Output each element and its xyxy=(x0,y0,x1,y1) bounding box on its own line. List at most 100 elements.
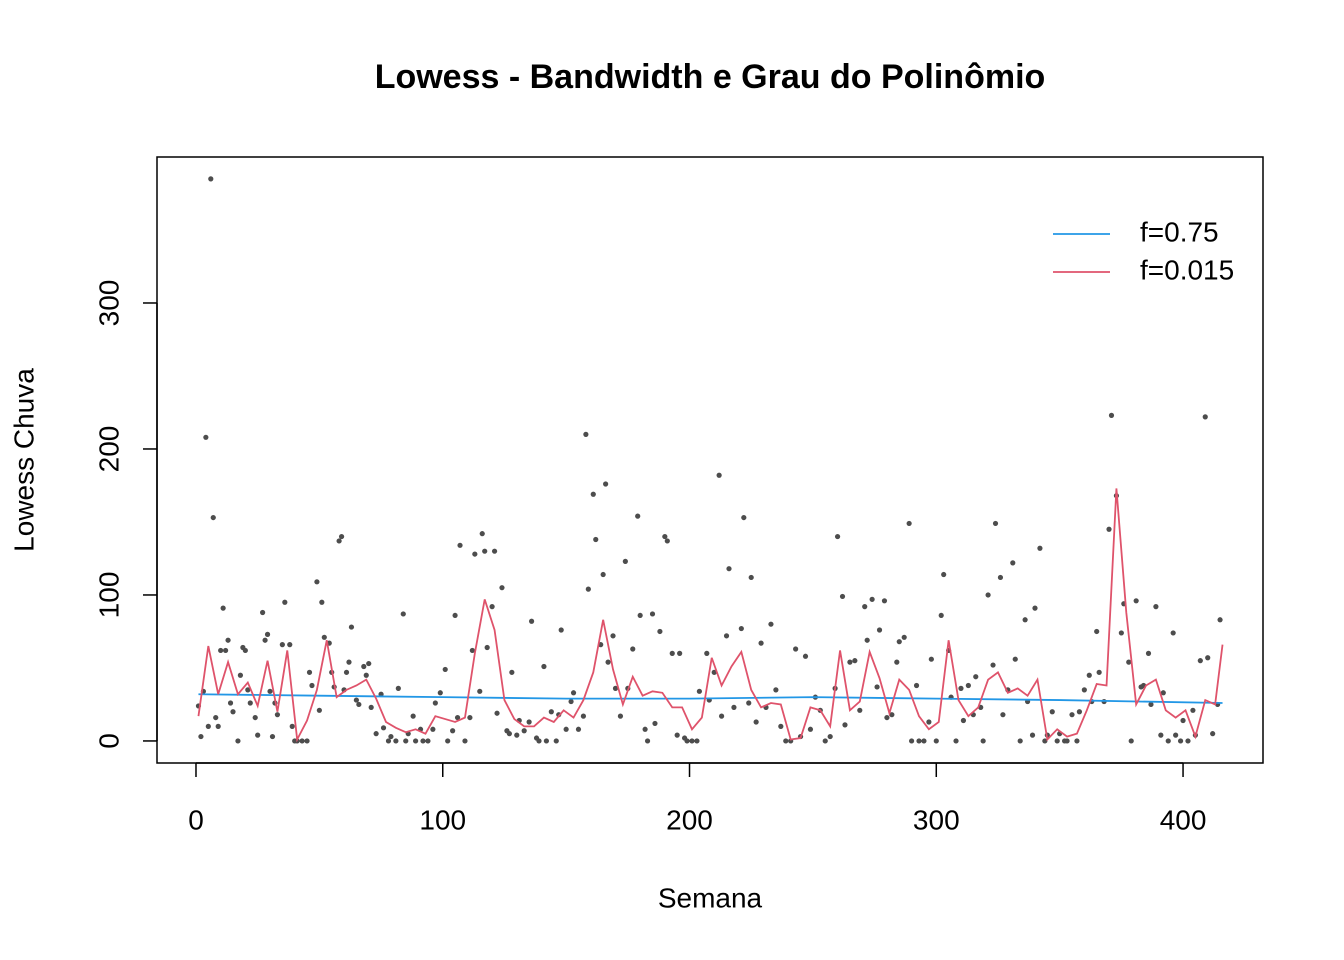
point xyxy=(373,731,379,737)
point xyxy=(450,728,456,734)
point xyxy=(282,599,288,605)
x-tick-label: 400 xyxy=(1160,804,1207,835)
point xyxy=(543,738,549,744)
point xyxy=(393,738,399,744)
point xyxy=(472,551,478,557)
point xyxy=(425,738,431,744)
point xyxy=(869,596,875,602)
point xyxy=(746,700,752,706)
point xyxy=(758,640,764,646)
point xyxy=(985,592,991,598)
point xyxy=(319,599,325,605)
legend-label: f=0.75 xyxy=(1140,216,1219,247)
point xyxy=(264,631,271,637)
point xyxy=(622,558,628,564)
point xyxy=(558,627,564,633)
point xyxy=(467,714,473,721)
point xyxy=(793,646,799,652)
point xyxy=(1170,630,1176,636)
point xyxy=(1010,560,1016,566)
point xyxy=(973,674,979,680)
point xyxy=(748,574,754,581)
point xyxy=(1185,738,1191,744)
point xyxy=(1118,630,1124,636)
point xyxy=(1086,672,1092,678)
point xyxy=(230,709,236,715)
point xyxy=(876,627,883,633)
point xyxy=(410,713,416,719)
point xyxy=(385,738,392,744)
point xyxy=(864,637,870,643)
point xyxy=(718,713,725,719)
point xyxy=(926,719,932,725)
point xyxy=(203,434,209,440)
point xyxy=(1064,738,1070,744)
x-tick-label: 200 xyxy=(666,804,713,835)
point xyxy=(612,685,619,691)
legend-label: f=0.015 xyxy=(1140,254,1234,285)
point xyxy=(499,585,505,591)
point xyxy=(208,176,214,182)
point xyxy=(1106,526,1112,532)
point xyxy=(738,625,744,632)
point xyxy=(568,698,574,705)
point xyxy=(457,542,463,548)
point xyxy=(521,728,527,734)
point xyxy=(437,690,443,696)
point xyxy=(960,717,967,724)
point xyxy=(1108,412,1115,419)
point xyxy=(380,725,387,731)
x-tick-label: 100 xyxy=(419,804,466,835)
point xyxy=(657,628,663,635)
point xyxy=(213,714,219,721)
point xyxy=(1153,604,1159,610)
point xyxy=(807,726,814,732)
point xyxy=(605,659,611,665)
point xyxy=(227,700,234,706)
point xyxy=(677,650,683,656)
point xyxy=(1148,701,1154,708)
point xyxy=(442,666,448,673)
point xyxy=(842,722,848,728)
point xyxy=(541,663,547,670)
point xyxy=(1042,738,1048,744)
point xyxy=(479,531,485,537)
point xyxy=(822,738,828,744)
point xyxy=(881,598,888,604)
point xyxy=(314,579,320,585)
point xyxy=(590,491,596,497)
point xyxy=(852,658,858,664)
point xyxy=(965,682,971,689)
point xyxy=(353,697,359,703)
y-tick-label: 0 xyxy=(93,733,124,749)
point xyxy=(953,738,959,744)
point xyxy=(958,685,964,691)
y-tick-label: 300 xyxy=(93,280,124,327)
point xyxy=(462,738,468,744)
point xyxy=(368,704,374,710)
point xyxy=(348,624,355,630)
point xyxy=(684,738,690,744)
point xyxy=(235,738,241,744)
point xyxy=(356,701,362,708)
point xyxy=(1128,738,1134,744)
point xyxy=(388,733,394,740)
point xyxy=(432,700,438,706)
point xyxy=(753,719,759,725)
point xyxy=(400,611,406,617)
x-axis-label: Semana xyxy=(658,882,763,913)
point xyxy=(218,647,224,654)
point xyxy=(1081,687,1087,693)
point xyxy=(716,472,722,478)
point xyxy=(445,738,451,744)
point xyxy=(304,738,310,744)
point xyxy=(220,605,226,611)
point xyxy=(528,618,535,624)
point xyxy=(420,738,426,744)
point xyxy=(1210,731,1216,737)
point xyxy=(1145,650,1152,656)
y-axis-label: Lowess Chuva xyxy=(8,368,39,552)
point xyxy=(741,514,747,521)
point xyxy=(689,738,695,744)
point xyxy=(642,726,648,732)
